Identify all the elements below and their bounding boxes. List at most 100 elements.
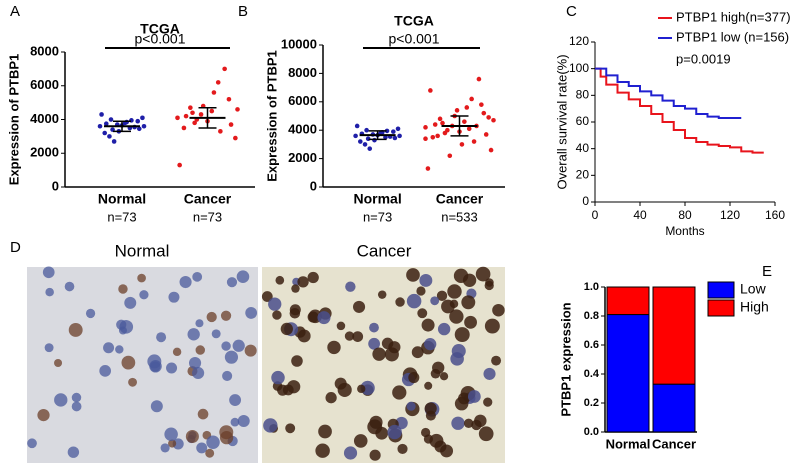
nucleus — [406, 268, 420, 282]
sample-size: n=73 — [193, 209, 222, 224]
nucleus — [297, 329, 311, 343]
y-axis-label: Overall survival rate(%) — [554, 54, 569, 189]
nucleus — [168, 291, 180, 303]
image-title: Cancer — [357, 241, 412, 260]
data-point — [211, 90, 217, 95]
data-point — [435, 133, 440, 139]
data-point — [140, 115, 145, 121]
nucleus — [450, 352, 464, 366]
nucleus — [419, 273, 433, 287]
x-tick-label: Cancer — [184, 191, 232, 207]
data-point — [483, 132, 489, 137]
nucleus — [289, 307, 301, 319]
nucleus — [272, 310, 282, 320]
data-point — [445, 127, 450, 133]
data-point — [198, 112, 204, 117]
nucleus — [150, 400, 163, 413]
bar-segment — [606, 314, 650, 433]
y-tick-label: 8000 — [30, 43, 59, 58]
image-title: Normal — [115, 241, 170, 260]
nucleus — [406, 401, 416, 411]
y-tick-label: 80 — [576, 88, 590, 102]
nucleus — [67, 446, 80, 458]
panel-label: A — [10, 3, 20, 20]
data-point — [135, 118, 141, 124]
data-point — [228, 122, 234, 127]
x-tick-label: Normal — [606, 436, 651, 451]
error-bar — [113, 120, 131, 133]
data-point — [471, 139, 477, 144]
data-point — [362, 142, 368, 147]
legend-label: High — [740, 299, 769, 315]
nucleus — [44, 343, 54, 353]
nucleus — [417, 308, 428, 319]
error-bar — [198, 106, 217, 129]
data-point — [111, 139, 117, 144]
nucleus — [164, 427, 178, 441]
nucleus — [206, 435, 220, 450]
nucleus — [392, 385, 407, 400]
nucleus — [471, 419, 482, 431]
nucleus — [337, 382, 352, 397]
y-tick-label: 0.8 — [584, 310, 599, 322]
nucleus — [307, 271, 319, 284]
nucleus — [432, 361, 445, 374]
y-tick-label: 8000 — [288, 65, 317, 80]
nucleus — [195, 345, 206, 355]
nucleus — [285, 423, 296, 434]
data-point — [226, 96, 232, 102]
nucleus — [434, 440, 447, 453]
nucleus — [271, 370, 285, 385]
nucleus — [71, 401, 82, 412]
data-point — [107, 134, 112, 139]
y-axis-label: Expression of PTBP1 — [264, 50, 279, 181]
nucleus — [232, 339, 245, 352]
nucleus — [291, 355, 303, 367]
nucleus — [408, 372, 420, 384]
nucleus — [205, 448, 215, 458]
nucleus — [237, 414, 250, 427]
y-tick-label: 60 — [576, 114, 590, 128]
nucleus — [118, 326, 127, 335]
data-point — [136, 126, 142, 132]
data-point — [395, 126, 401, 132]
p-value: p<0.001 — [389, 31, 440, 47]
bar-segment — [606, 286, 650, 316]
nucleus — [441, 299, 455, 314]
data-point — [466, 126, 472, 132]
nucleus — [372, 347, 386, 361]
nucleus — [103, 342, 115, 354]
nucleus — [406, 293, 422, 309]
data-point — [425, 166, 431, 171]
nucleus — [420, 427, 431, 438]
data-point — [181, 125, 187, 131]
nucleus — [492, 303, 505, 317]
nucleus — [168, 439, 177, 448]
data-point — [358, 139, 363, 144]
nucleus — [291, 284, 300, 293]
nucleus — [449, 309, 464, 324]
nucleus — [197, 408, 209, 420]
nucleus — [192, 366, 205, 380]
data-point — [233, 135, 238, 141]
data-point — [141, 123, 147, 129]
nucleus — [115, 345, 124, 354]
sample-size: n=73 — [107, 209, 136, 224]
data-point — [124, 119, 130, 125]
nucleus — [160, 443, 170, 453]
data-point — [459, 142, 465, 147]
bar-segment — [652, 383, 696, 433]
legend-label: PTBP1 high(n=377) — [676, 9, 791, 24]
sample-size: n=533 — [441, 209, 478, 224]
nucleus — [54, 358, 63, 368]
y-tick-label: 0.4 — [584, 368, 600, 380]
y-tick-label: 100 — [569, 61, 589, 75]
nucleus — [484, 318, 500, 334]
nucleus — [411, 346, 424, 359]
data-point — [432, 122, 438, 127]
x-axis-label: Months — [665, 224, 704, 238]
nucleus — [447, 284, 462, 299]
nucleus — [484, 280, 494, 291]
x-tick-label: Cancer — [436, 191, 484, 207]
data-point — [391, 129, 396, 134]
